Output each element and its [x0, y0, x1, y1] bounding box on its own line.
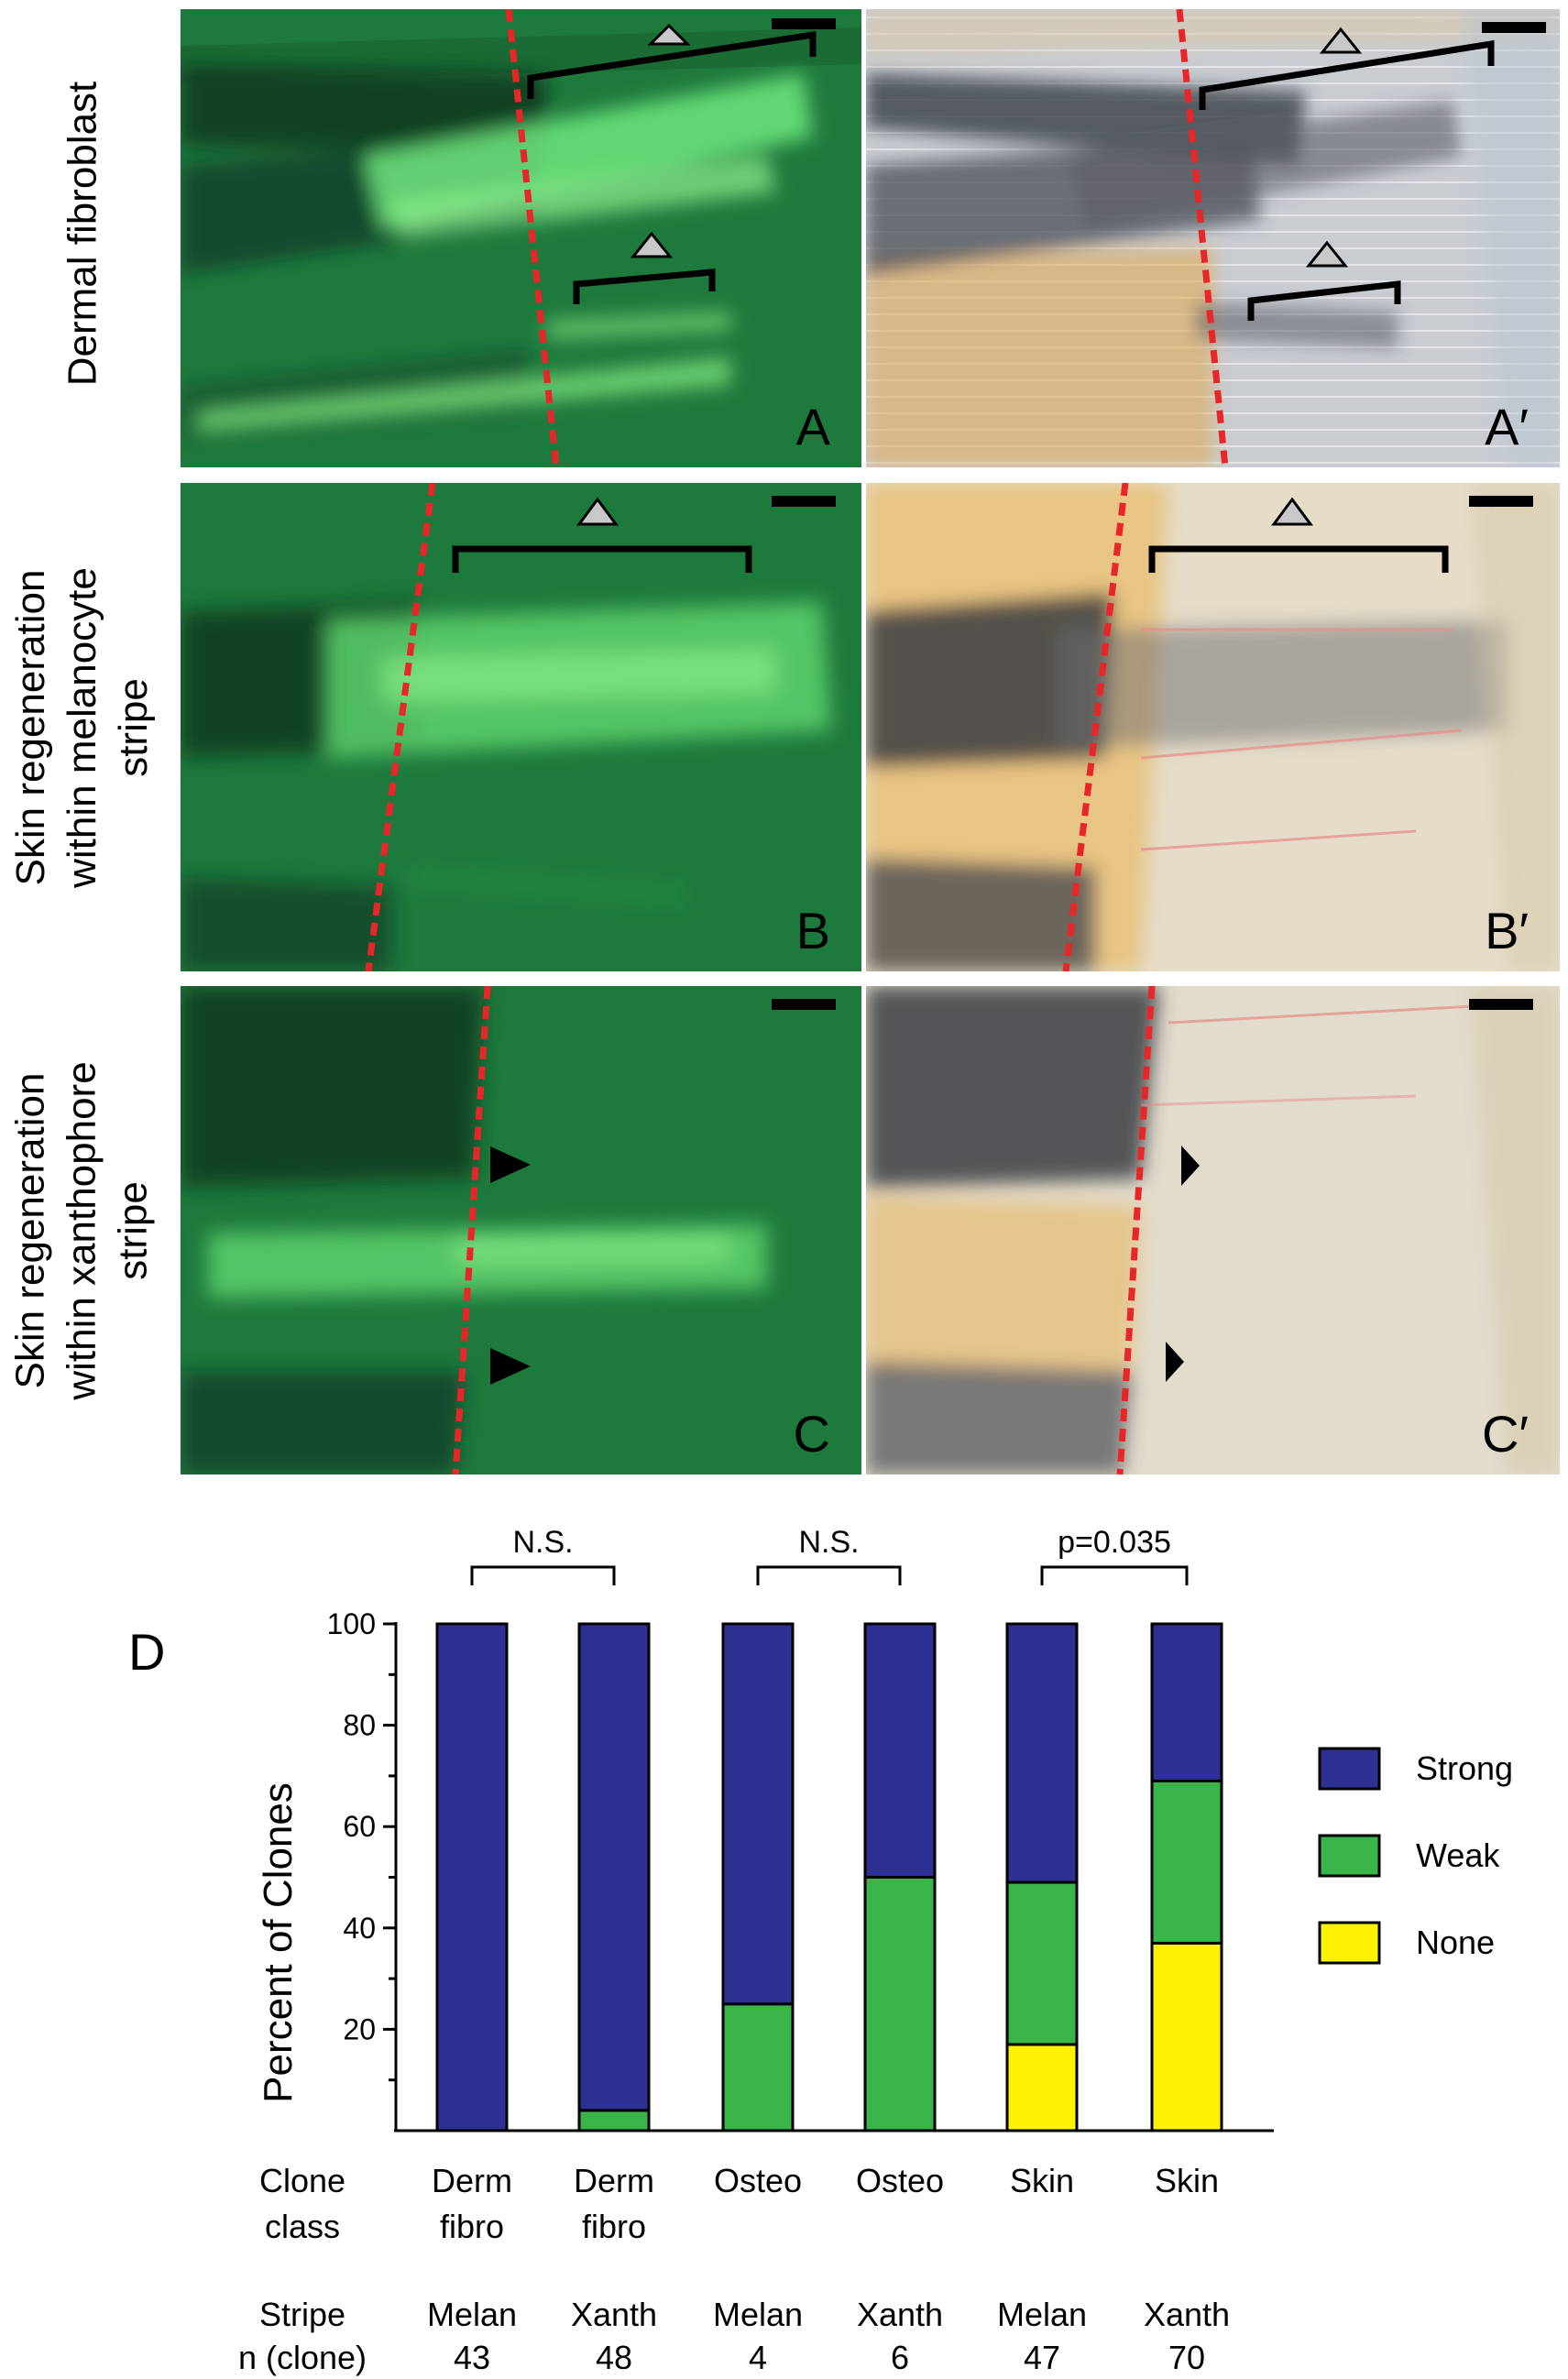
y-tick-label: 20 [343, 2012, 376, 2045]
clone-class-label: Osteo [856, 2162, 944, 2199]
row-label-skin-melanocyte: Skin regeneration within melanocyte stri… [8, 483, 156, 971]
n-clone-label: 48 [596, 2339, 632, 2376]
n-clone-label: 4 [749, 2339, 767, 2376]
y-axis-label: Percent of Clones [256, 1782, 301, 2103]
clone-class-label: fibro [440, 2208, 504, 2245]
panel-letter: C′ [1482, 1405, 1529, 1463]
clone-class-label: Derm [574, 2162, 654, 2199]
clone-class-label: Skin [1155, 2162, 1219, 2199]
panel-b-fluorescence: B [181, 483, 861, 971]
row-label-line: within melanocyte [60, 566, 105, 888]
bar-segment-weak [863, 1876, 937, 2132]
legend: Strong Weak None [1318, 1747, 1513, 1965]
legend-label: Weak [1416, 1836, 1500, 1874]
bar-segment-weak [577, 2109, 651, 2132]
panel-c-image [181, 986, 836, 1475]
stripe-label: Melan [997, 2296, 1087, 2333]
bar-segment-weak [1150, 1779, 1223, 1945]
panel-a-fluorescence: A [181, 9, 861, 467]
row-label-line: stripe [111, 1180, 157, 1280]
bar-segment-strong [1005, 1622, 1079, 1884]
clone-class-label: fibro [582, 2208, 646, 2245]
bar-segment-strong [863, 1622, 937, 1879]
y-tick-label: 40 [343, 1912, 376, 1945]
panel-d-letter: D [128, 1623, 166, 1681]
panel-c-prime-brightfield: C′ [866, 986, 1560, 1475]
panel-c-prime-image [866, 986, 1560, 1475]
stripe-label: Xanth [1144, 2296, 1230, 2333]
category-rows: Clone class Stripe n (clone) Derm fibro Melan 4… [238, 2162, 1230, 2376]
row-label-line: Dermal fibroblast [60, 81, 104, 387]
comparison-brackets: N.S. N.S. p=0.035 [470, 1525, 1189, 1585]
legend-label: Strong [1416, 1749, 1513, 1787]
clone-class-row-label: Clone [259, 2162, 345, 2199]
y-tick-label: 100 [327, 1607, 376, 1640]
bar-segment-strong [721, 1622, 795, 2006]
bar-segment-none [1005, 2043, 1079, 2132]
y-tick-label: 80 [343, 1709, 376, 1742]
bar-segment-strong [577, 1622, 651, 2112]
panel-letter: B′ [1485, 902, 1529, 959]
panel-letter: B [795, 902, 830, 959]
bars-layer [435, 1622, 1223, 2132]
comparison-label: N.S. [798, 1525, 859, 1560]
panel-a-prime-brightfield: A′ [866, 9, 1560, 467]
bar-segment-strong [435, 1622, 509, 2132]
legend-label: None [1416, 1924, 1495, 1961]
comparison-bracket [1040, 1565, 1189, 1585]
row-label-line: Skin regeneration [8, 1072, 54, 1388]
comparison-bracket [470, 1565, 616, 1585]
panel-b-prime-image [866, 483, 1560, 971]
n-clone-label: 6 [891, 2339, 909, 2376]
bar-segment-strong [1150, 1622, 1223, 1782]
panel-letter: C [793, 1405, 830, 1463]
row-label-line: stripe [111, 677, 157, 777]
stripe-label: Xanth [857, 2296, 943, 2333]
n-clone-row-label: n (clone) [238, 2339, 367, 2376]
n-clone-label: 70 [1168, 2339, 1205, 2376]
legend-swatch-weak [1318, 1834, 1381, 1878]
panel-letter: A [795, 398, 830, 455]
stripe-label: Xanth [571, 2296, 657, 2333]
bar-segment-weak [1005, 1880, 1079, 2046]
stripe-label: Melan [427, 2296, 517, 2333]
row-label-line: within xanthophore [60, 1060, 105, 1400]
legend-swatch-none [1318, 1921, 1381, 1965]
y-axis [383, 1622, 1274, 2132]
panel-c-fluorescence: C [181, 986, 861, 1475]
legend-swatch-strong [1318, 1747, 1381, 1791]
n-clone-label: 43 [454, 2339, 490, 2376]
stacked-bar-chart: 20 40 60 80 100 N.S. N.S. p=0.035 Strong Weak No… [238, 1525, 1513, 2376]
clone-class-row-label: class [265, 2208, 340, 2245]
row-label-skin-xanthophore: Skin regeneration within xanthophore str… [8, 986, 156, 1475]
stripe-label: Melan [713, 2296, 803, 2333]
row-label-dermal-fibroblast: Dermal fibroblast [18, 0, 147, 467]
panel-a-image [181, 9, 861, 467]
panel-letter: A′ [1485, 398, 1529, 455]
y-tick-labels: 20 40 60 80 100 [327, 1607, 376, 2045]
n-clone-label: 47 [1024, 2339, 1060, 2376]
row-label-line: Skin regeneration [8, 569, 54, 885]
comparison-label: N.S. [512, 1525, 573, 1560]
y-tick-label: 60 [343, 1810, 376, 1843]
bar-segment-none [1150, 1941, 1223, 2132]
stripe-row-label: Stripe [259, 2296, 345, 2333]
panel-b-image [181, 483, 836, 971]
comparison-bracket [756, 1565, 902, 1585]
comparison-label: p=0.035 [1058, 1525, 1171, 1560]
bar-segment-weak [721, 2002, 795, 2132]
clone-class-label: Osteo [714, 2162, 802, 2199]
panel-a-prime-image [866, 9, 1560, 467]
clone-class-label: Skin [1010, 2162, 1074, 2199]
panel-b-prime-brightfield: B′ [866, 483, 1560, 971]
clone-class-label: Derm [432, 2162, 512, 2199]
